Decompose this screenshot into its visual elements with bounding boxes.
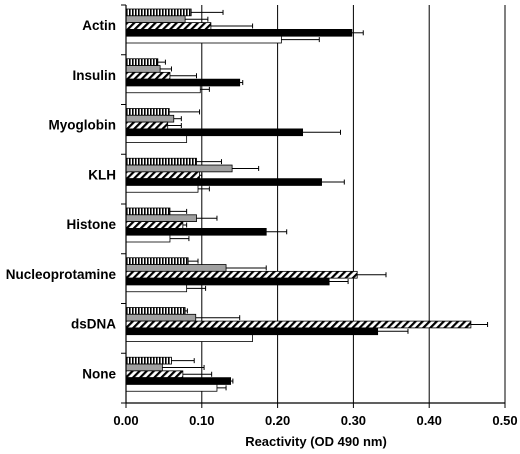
bar (125, 363, 163, 372)
bar (125, 108, 170, 116)
x-tick-label: 0.40 (417, 413, 442, 428)
bar (125, 22, 212, 30)
bar (125, 78, 241, 87)
x-tick-label: 0.00 (113, 413, 138, 428)
category-label: None (82, 366, 116, 381)
x-tick-label: 0.10 (189, 413, 214, 428)
category-label: KLH (88, 167, 116, 182)
bar (125, 257, 189, 265)
bar (125, 171, 200, 180)
bar (125, 35, 282, 44)
bar (125, 277, 330, 286)
bar (125, 178, 322, 186)
bar (125, 227, 267, 236)
bar (125, 384, 218, 392)
bar (125, 157, 197, 166)
bar (125, 207, 171, 216)
labels: Actin Insulin Myoglobin KLH Histone Nucleopro… (6, 18, 518, 428)
axes (121, 4, 506, 408)
category-label: Myoglobin (49, 118, 117, 133)
bar (125, 370, 184, 379)
bar (125, 221, 184, 229)
bar (125, 65, 161, 73)
category-label: dsDNA (71, 317, 116, 332)
bars (125, 8, 489, 392)
bar (125, 185, 199, 193)
bar (125, 15, 186, 24)
bar (125, 164, 233, 173)
bar (125, 320, 472, 329)
bar (125, 264, 227, 272)
bar (125, 114, 175, 123)
bar (125, 28, 353, 37)
category-label: Nucleoprotamine (6, 267, 117, 282)
bar (125, 8, 192, 17)
category-label: Actin (82, 18, 116, 33)
category-label: Insulin (73, 68, 117, 83)
bar (125, 356, 172, 365)
category-label: Histone (66, 217, 116, 232)
bar (125, 214, 197, 223)
grid-lines (201, 5, 506, 403)
bar (125, 234, 171, 243)
x-axis-title: Reactivity (OD 490 nm) (245, 434, 387, 449)
bar (125, 327, 379, 336)
x-tick-label: 0.30 (341, 413, 366, 428)
bar (125, 121, 169, 130)
x-tick-label: 0.20 (265, 413, 290, 428)
bar (125, 71, 171, 80)
bar (125, 128, 304, 137)
x-tick-label: 0.50 (492, 413, 517, 428)
bar (125, 58, 159, 66)
bar (125, 307, 186, 315)
bar (125, 334, 253, 342)
bar (125, 284, 188, 293)
bar (125, 270, 358, 279)
bar (125, 135, 188, 143)
bar (125, 377, 232, 385)
bar (125, 85, 201, 94)
bar (125, 313, 197, 322)
